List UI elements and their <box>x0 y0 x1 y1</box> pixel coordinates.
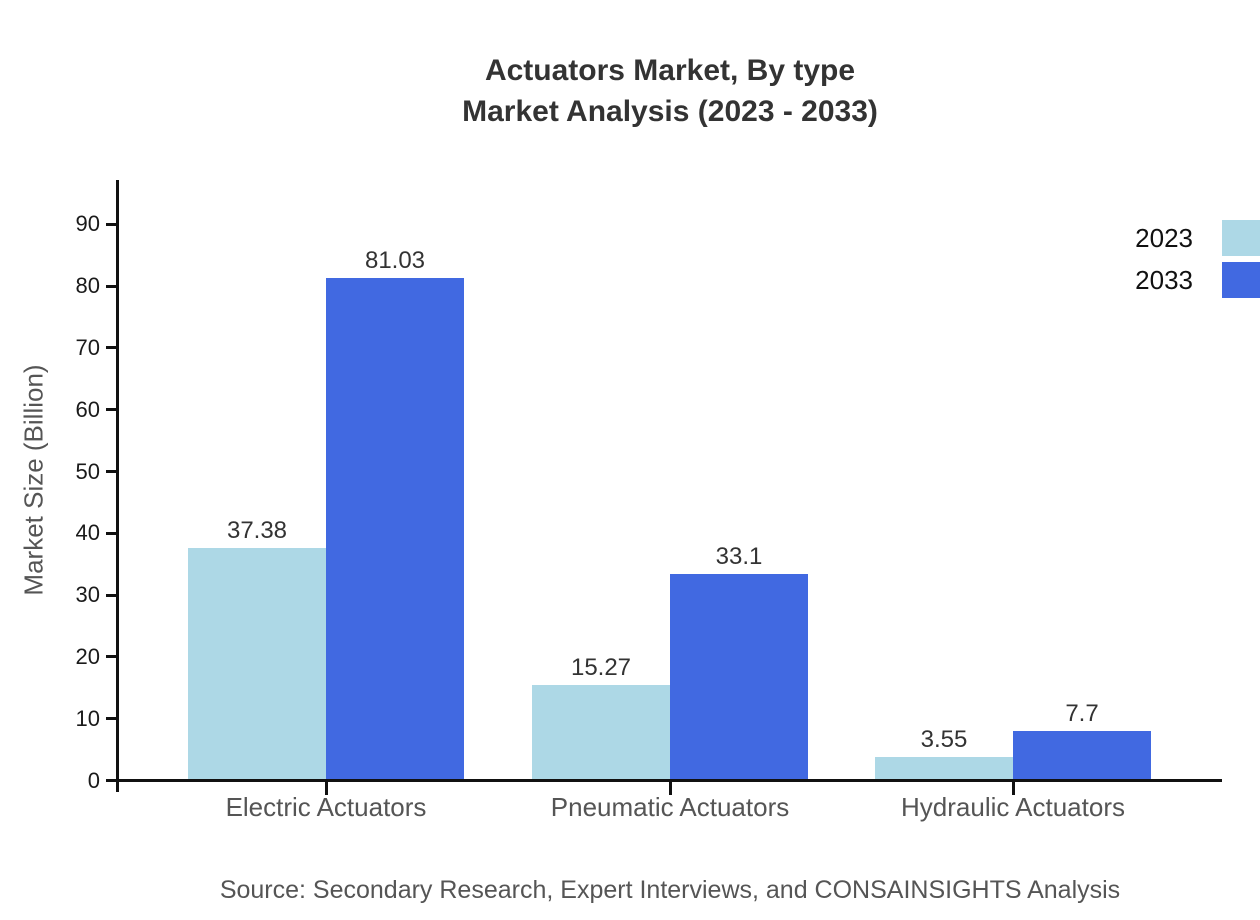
y-tick-label-40: 40 <box>75 520 100 546</box>
y-tick-mark-30 <box>106 593 117 597</box>
y-tick-mark-70 <box>106 346 117 350</box>
chart-title: Actuators Market, By type Market Analysi… <box>118 50 1222 132</box>
y-tick-label-90: 90 <box>75 211 100 237</box>
bar-2033-electric-actuators <box>326 278 464 779</box>
value-label-2033-pneumatic-actuators: 33.1 <box>715 543 763 570</box>
y-tick-label-20: 20 <box>75 643 100 669</box>
value-label-2023-electric-actuators: 37.38 <box>226 517 288 544</box>
y-tick-label-80: 80 <box>75 273 100 299</box>
y-tick-mark-90 <box>106 222 117 226</box>
source-attribution: Source: Secondary Research, Expert Inter… <box>219 876 1121 904</box>
x-tick-mark-pneumatic-actuators <box>668 779 672 795</box>
y-tick-mark-60 <box>106 408 117 412</box>
legend-item-2023: 2023 <box>1135 220 1260 256</box>
legend-swatch-2033 <box>1222 262 1260 298</box>
y-tick-label-60: 60 <box>75 396 100 422</box>
value-label-2033-electric-actuators: 81.03 <box>364 247 426 274</box>
chart-title-line-1: Actuators Market, By type <box>484 54 856 87</box>
y-tick-label-0: 0 <box>87 767 100 793</box>
category-label-pneumatic-actuators: Pneumatic Actuators <box>550 792 790 822</box>
category-label-electric-actuators: Electric Actuators <box>225 792 427 822</box>
legend-label-2033: 2033 <box>1135 265 1193 295</box>
y-tick-label-30: 30 <box>75 582 100 608</box>
x-axis-spine <box>110 779 1222 782</box>
legend-label-2023: 2023 <box>1135 223 1193 253</box>
value-label-2033-hydraulic-actuators: 7.7 <box>1065 700 1099 727</box>
y-tick-label-70: 70 <box>75 334 100 360</box>
bar-2023-electric-actuators <box>188 548 326 779</box>
x-tick-mark-hydraulic-actuators <box>1011 779 1015 795</box>
legend-item-2033: 2033 <box>1135 262 1260 298</box>
bar-2023-pneumatic-actuators <box>532 685 670 779</box>
legend-swatch-2023 <box>1222 220 1260 256</box>
bar-2033-hydraulic-actuators <box>1013 731 1151 779</box>
y-tick-label-50: 50 <box>75 458 100 484</box>
category-label-hydraulic-actuators: Hydraulic Actuators <box>901 792 1125 822</box>
legend: 2023 2033 <box>1135 220 1260 304</box>
value-label-2023-pneumatic-actuators: 15.27 <box>570 654 632 681</box>
y-tick-mark-40 <box>106 531 117 535</box>
y-tick-mark-0 <box>106 779 117 782</box>
y-tick-mark-10 <box>106 717 117 721</box>
y-tick-mark-80 <box>106 284 117 288</box>
bar-2023-hydraulic-actuators <box>875 757 1013 779</box>
chart-title-line-2: Market Analysis (2023 - 2033) <box>462 95 878 128</box>
value-label-2023-hydraulic-actuators: 3.55 <box>920 726 968 753</box>
x-tick-mark-electric-actuators <box>324 779 328 795</box>
bar-2033-pneumatic-actuators <box>670 574 808 779</box>
y-tick-label-10: 10 <box>75 705 100 731</box>
y-tick-mark-50 <box>106 470 117 473</box>
y-tick-mark-20 <box>106 655 117 659</box>
y-axis-spine <box>116 180 119 792</box>
